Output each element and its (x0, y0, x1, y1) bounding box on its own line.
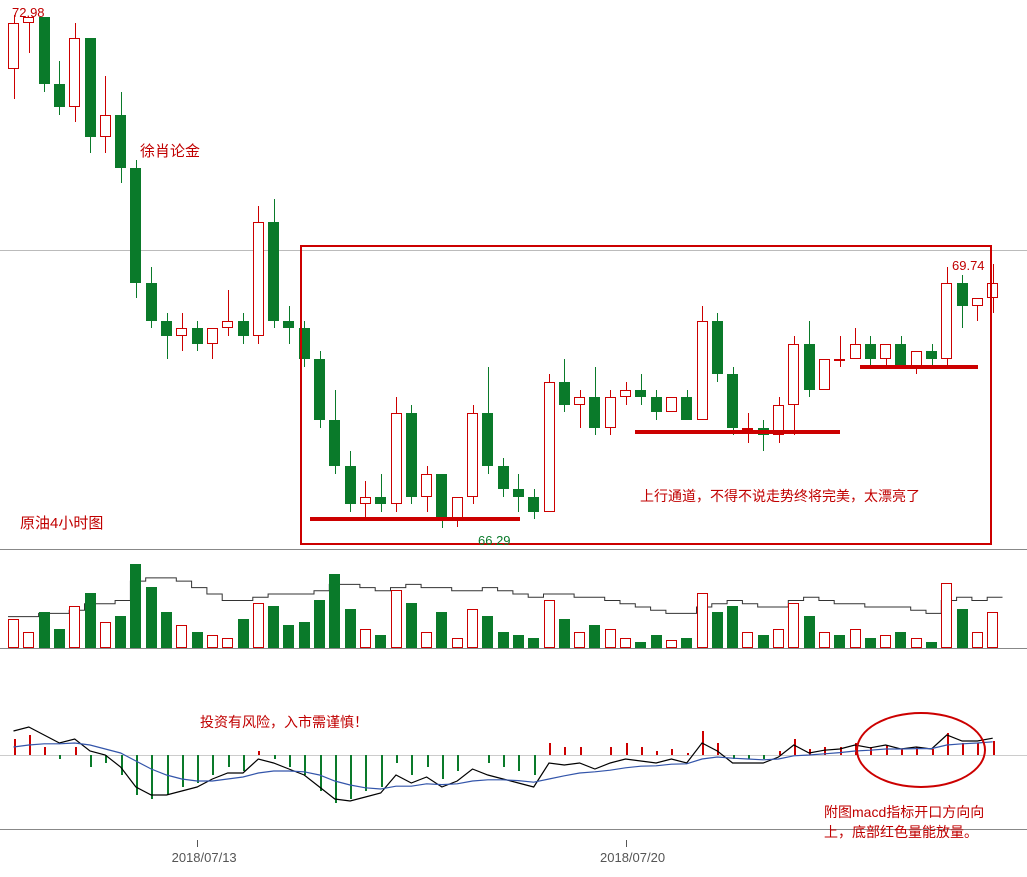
volume-bar (207, 635, 218, 648)
volume-bar (895, 632, 906, 648)
volume-bar (421, 632, 432, 648)
annotation-text: 原油4小时图 (20, 512, 103, 533)
volume-bar (574, 632, 585, 648)
volume-bar (268, 606, 279, 648)
volume-bar (758, 635, 769, 648)
volume-panel (0, 552, 1027, 649)
volume-bar (69, 606, 80, 648)
volume-bar (727, 606, 738, 648)
volume-bar (146, 587, 157, 648)
volume-bar (360, 629, 371, 648)
volume-bar (176, 625, 187, 648)
volume-bar (406, 603, 417, 648)
volume-bar (804, 616, 815, 648)
volume-bar (192, 632, 203, 648)
candlestick-panel: 徐肖论金原油4小时图上行通道，不得不说走势终将完美，太漂亮了 72.9869.7… (0, 0, 1027, 550)
x-axis: 2018/07/13 2018/07/20 (0, 840, 1027, 877)
volume-bar (987, 612, 998, 648)
volume-bar (712, 612, 723, 648)
volume-bar (880, 635, 891, 648)
volume-bar (8, 619, 19, 648)
macd-panel: 投资有风险，入市需谨慎！附图macd指标开口方向向上，底部红色量能放量。 (0, 680, 1027, 830)
volume-bar (559, 619, 570, 648)
volume-bar (865, 638, 876, 648)
xaxis-label: 2018/07/20 (600, 850, 665, 865)
volume-bar (513, 635, 524, 648)
volume-bar (314, 600, 325, 649)
volume-bar (222, 638, 233, 648)
volume-bar (589, 625, 600, 648)
volume-bar (253, 603, 264, 648)
volume-bar (635, 642, 646, 648)
volume-bar (345, 609, 356, 648)
volume-bar (834, 635, 845, 648)
volume-bar (238, 619, 249, 648)
volume-bar (391, 590, 402, 648)
volume-bar (651, 635, 662, 648)
volume-bar (299, 622, 310, 648)
volume-bar (697, 593, 708, 648)
volume-bar (957, 609, 968, 648)
volume-bar (544, 600, 555, 649)
volume-bar (742, 632, 753, 648)
volume-bar (39, 612, 50, 648)
xaxis-tick (626, 840, 627, 847)
volume-bar (605, 629, 616, 648)
volume-bar (85, 593, 96, 648)
volume-bar (528, 638, 539, 648)
volume-bar (115, 616, 126, 648)
support-line (310, 517, 520, 521)
support-line (635, 430, 840, 434)
volume-bar (130, 564, 141, 648)
volume-bar (620, 638, 631, 648)
volume-bar (54, 629, 65, 648)
volume-bar (467, 609, 478, 648)
volume-bar (681, 638, 692, 648)
volume-bar (498, 632, 509, 648)
volume-bar (788, 603, 799, 648)
volume-bar (100, 622, 111, 648)
volume-bar (666, 640, 677, 648)
volume-bar (941, 583, 952, 648)
volume-bar (972, 632, 983, 648)
volume-bar (283, 625, 294, 648)
volume-bar (926, 642, 937, 648)
volume-bar (161, 612, 172, 648)
macd-ellipse-annotation (856, 712, 986, 788)
volume-bar (329, 574, 340, 648)
volume-bar (482, 616, 493, 648)
xaxis-label: 2018/07/13 (172, 850, 237, 865)
support-line (860, 365, 978, 369)
volume-bar (850, 629, 861, 648)
volume-bar (911, 638, 922, 648)
annotation-rectangle (300, 245, 992, 545)
volume-bar (23, 632, 34, 648)
xaxis-tick (197, 840, 198, 847)
volume-bar (452, 638, 463, 648)
volume-bar (773, 629, 784, 648)
volume-bar (819, 632, 830, 648)
volume-bar (436, 612, 447, 648)
volume-bar (375, 635, 386, 648)
